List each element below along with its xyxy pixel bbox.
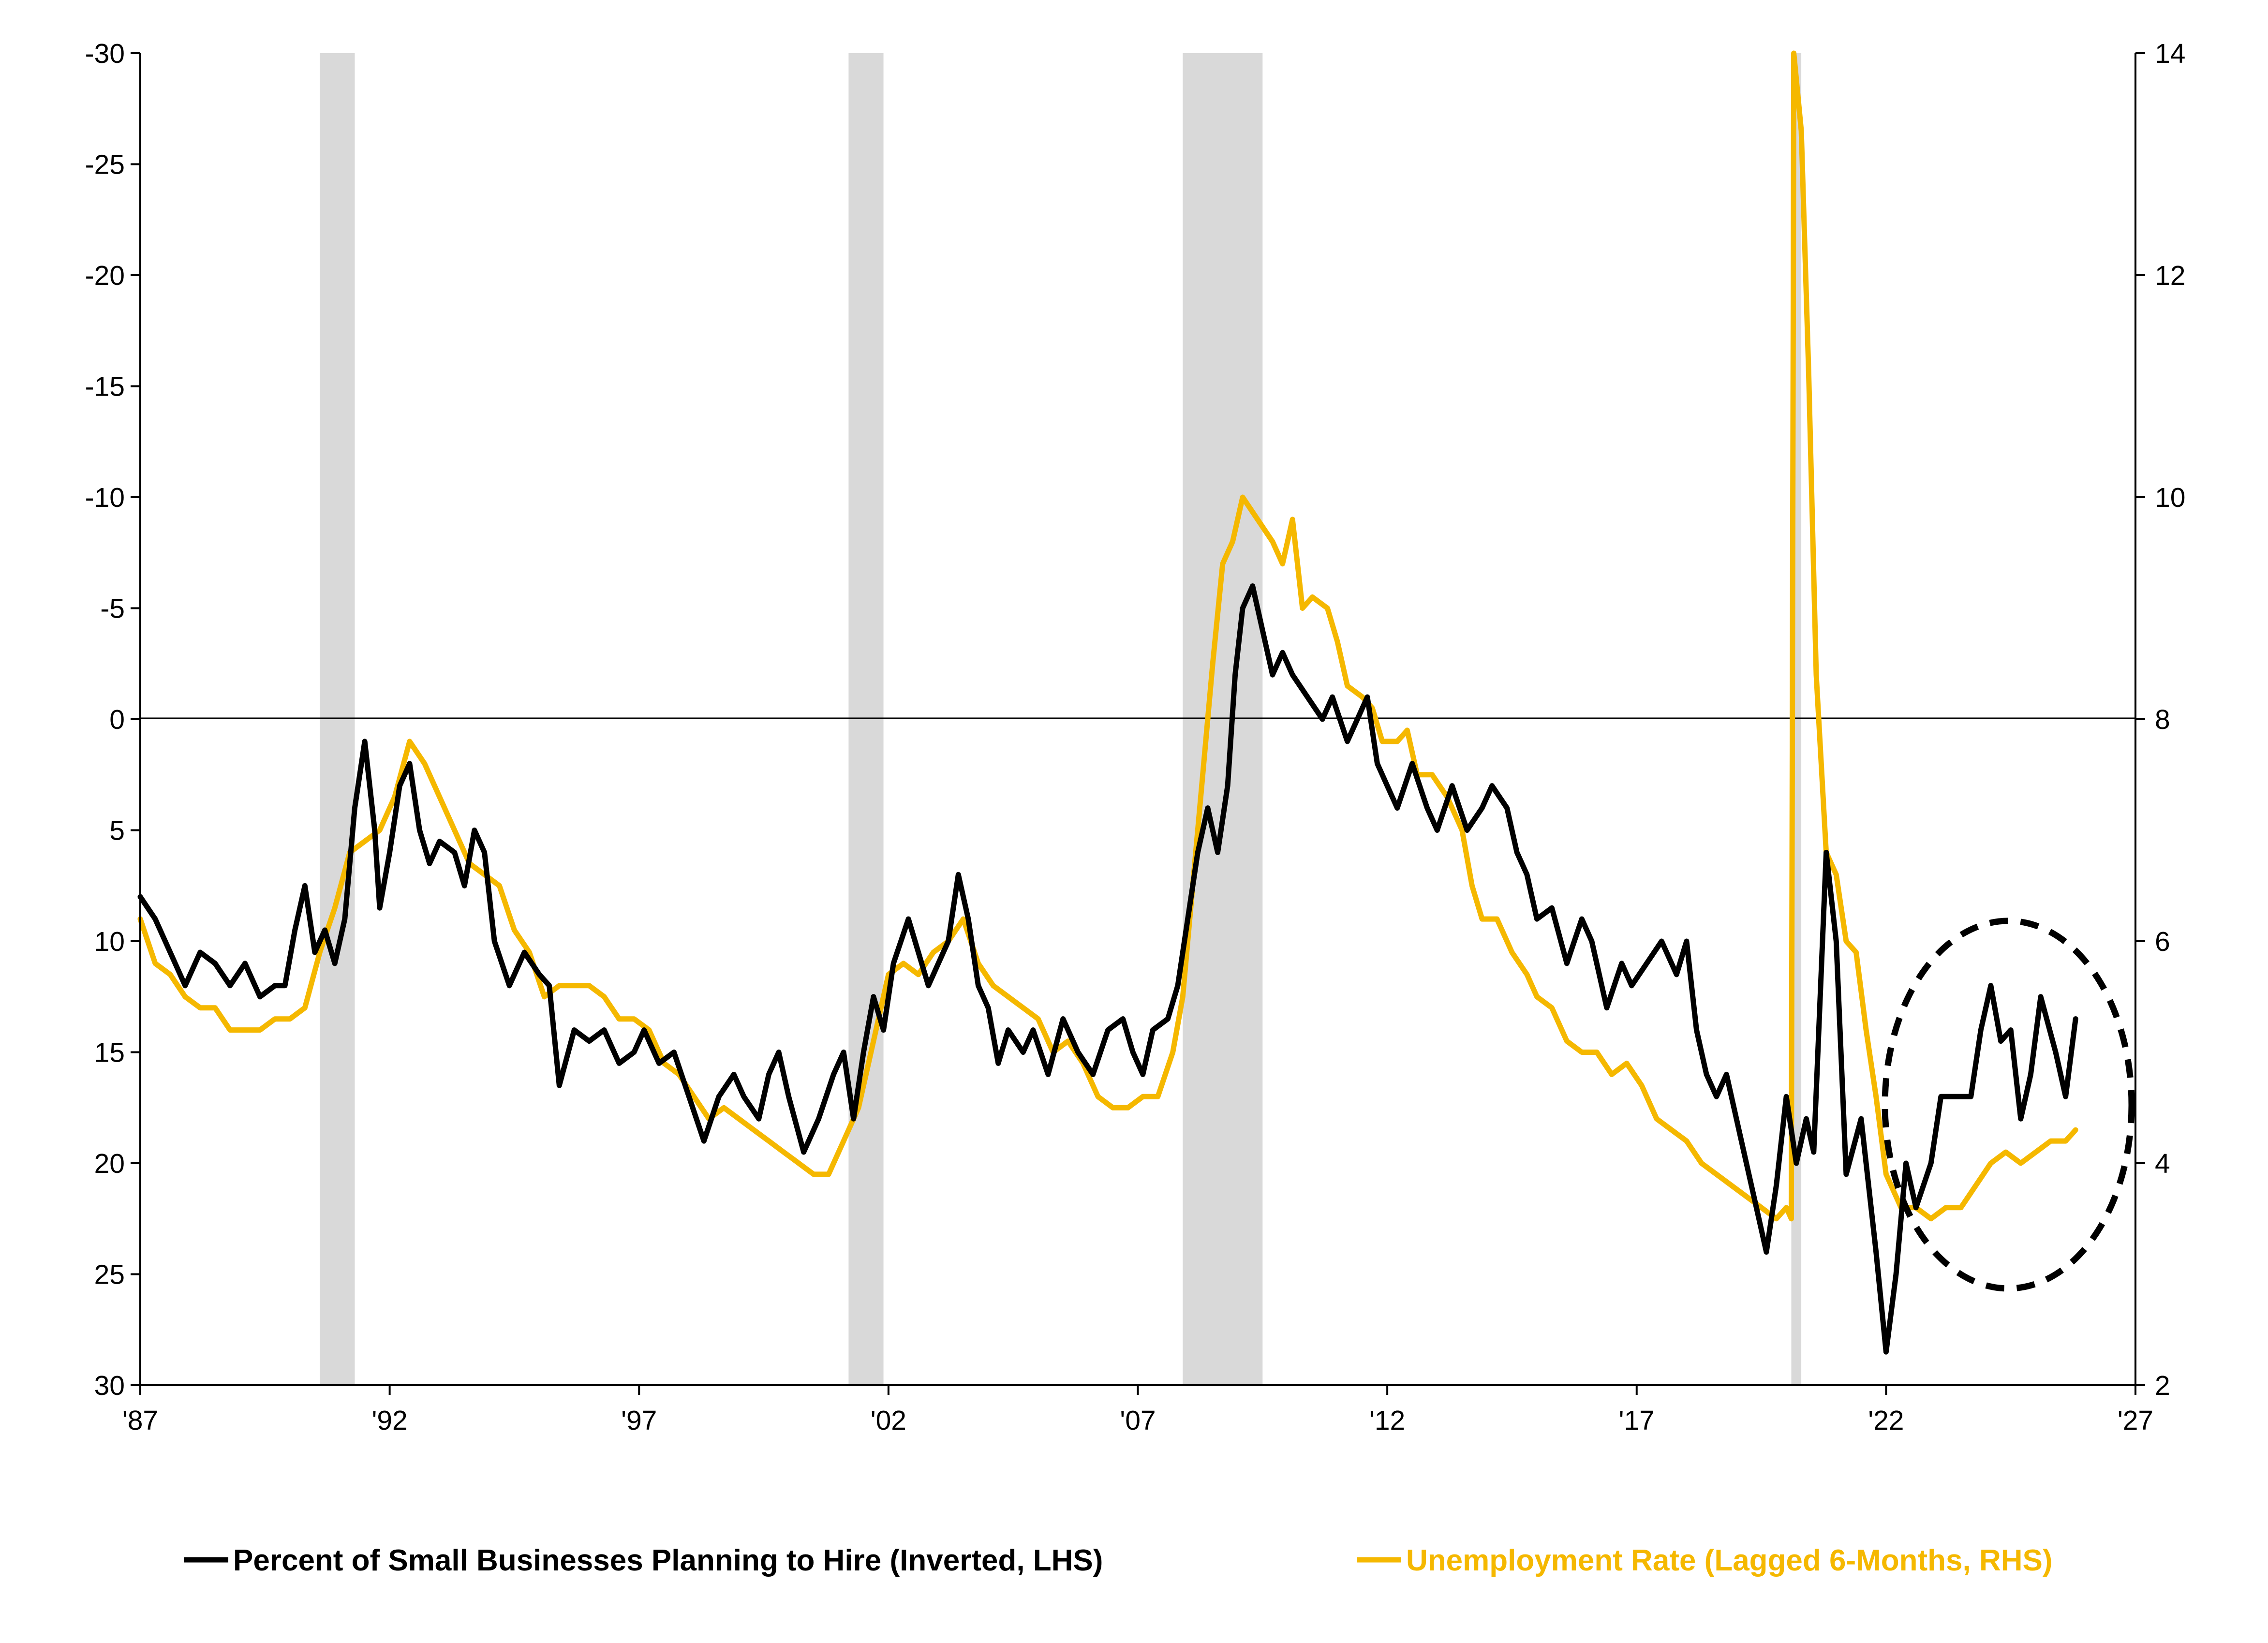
left-tick-label: 0 <box>109 704 125 735</box>
left-tick-label: 20 <box>94 1148 125 1179</box>
x-tick-label: '87 <box>122 1405 158 1436</box>
right-axis-ticks: 2 4 6 8 10 12 14 <box>2135 38 2185 1401</box>
x-tick-label: '12 <box>1369 1405 1405 1436</box>
left-tick-label: 25 <box>94 1259 125 1290</box>
left-tick-label: 5 <box>109 815 125 846</box>
recession-band-0 <box>320 53 355 1385</box>
right-tick-label: 14 <box>2155 38 2185 69</box>
recession-band-2 <box>1183 53 1263 1385</box>
left-tick-label: 30 <box>94 1370 125 1401</box>
left-tick-label: -15 <box>85 371 125 402</box>
right-tick-label: 10 <box>2155 482 2185 513</box>
left-tick-label: -10 <box>85 482 125 513</box>
x-tick-label: '97 <box>621 1405 657 1436</box>
x-tick-label: '92 <box>371 1405 407 1436</box>
left-tick-label: -5 <box>100 593 125 624</box>
axes <box>139 53 2136 1386</box>
x-axis-ticks: '87 '92 '97 '02 '07 '12 '17 '22 '27 <box>122 1385 2153 1436</box>
recession-band-1 <box>848 53 884 1385</box>
recession-bands <box>320 53 1802 1385</box>
right-tick-label: 2 <box>2155 1370 2170 1401</box>
left-tick-label: -25 <box>85 149 125 180</box>
series-layer <box>137 50 2078 1355</box>
right-tick-label: 12 <box>2155 260 2185 291</box>
legend: Percent of Small Businesses Planning to … <box>184 1544 2053 1577</box>
left-tick-label: -30 <box>85 38 125 69</box>
legend-label-unemployment: Unemployment Rate (Lagged 6-Months, RHS) <box>1406 1544 2053 1577</box>
right-tick-label: 6 <box>2155 926 2170 957</box>
left-tick-label: 10 <box>94 926 125 957</box>
highlight-ellipse <box>1882 918 2135 1292</box>
left-tick-label: 15 <box>94 1037 125 1068</box>
legend-label-hiring: Percent of Small Businesses Planning to … <box>233 1544 1103 1577</box>
series-line-unemployment <box>137 50 2078 1222</box>
x-tick-label: '07 <box>1120 1405 1156 1436</box>
x-tick-label: '17 <box>1619 1405 1655 1436</box>
series-line-hiring <box>137 583 2078 1355</box>
right-tick-label: 8 <box>2155 704 2170 735</box>
right-tick-label: 4 <box>2155 1148 2170 1179</box>
x-tick-label: '27 <box>2118 1405 2153 1436</box>
x-tick-label: '02 <box>871 1405 906 1436</box>
left-axis-ticks: -30 -25 -20 -15 -10 -5 0 5 10 15 20 25 30 <box>85 38 140 1401</box>
x-tick-label: '22 <box>1868 1405 1904 1436</box>
left-tick-label: -20 <box>85 260 125 291</box>
